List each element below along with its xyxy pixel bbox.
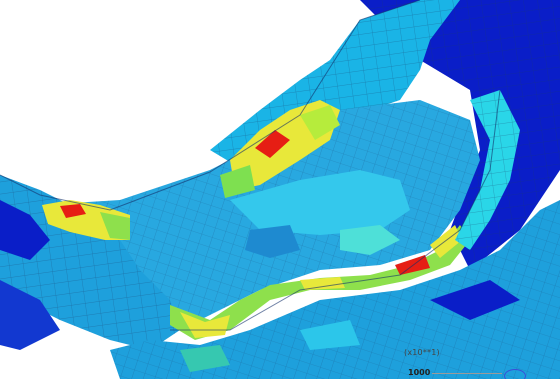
- legend-value-label: 1000: [408, 368, 431, 377]
- legend-marker-icon: [504, 369, 526, 379]
- legend-scale-multiplier: (x10**1): [404, 348, 440, 357]
- legend-tick-line: [432, 373, 502, 374]
